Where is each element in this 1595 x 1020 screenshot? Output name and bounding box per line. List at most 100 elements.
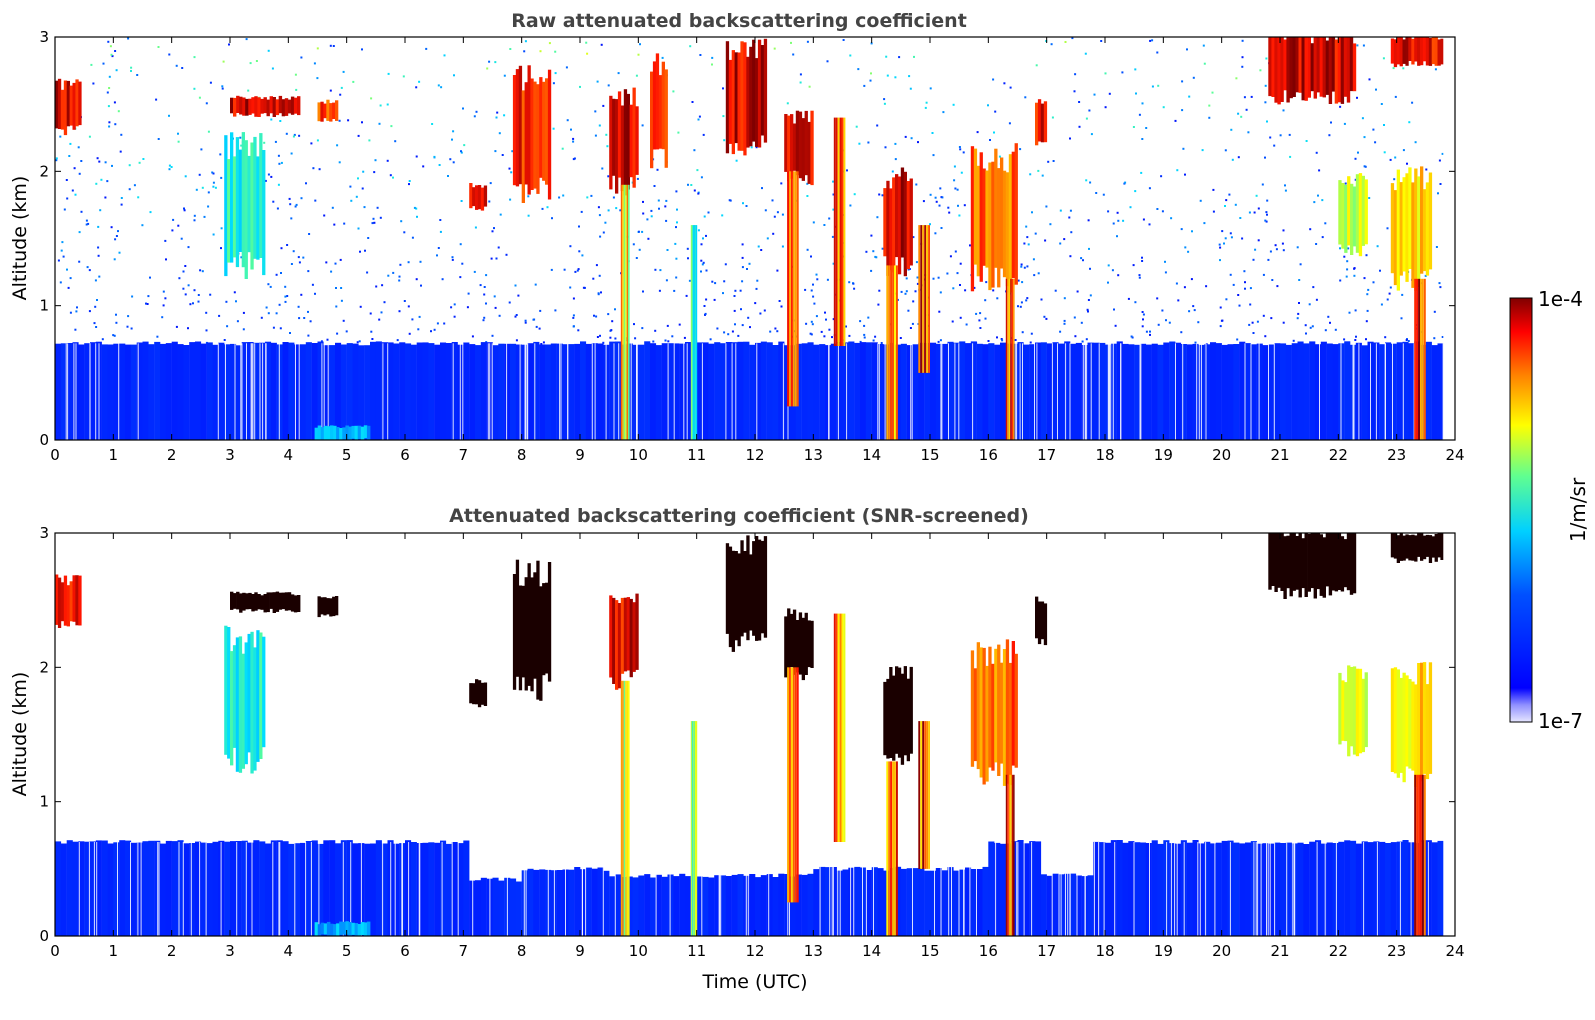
- fall-streak: [691, 721, 694, 936]
- boundary-layer-column: [212, 841, 219, 936]
- noise-pixel: [855, 125, 858, 128]
- gap-line: [1149, 842, 1150, 936]
- noise-pixel: [1355, 335, 1357, 338]
- noise-pixel: [1356, 96, 1358, 99]
- noise-pixel: [356, 341, 359, 344]
- noise-pixel: [1095, 192, 1098, 194]
- noise-pixel: [1074, 335, 1077, 338]
- noise-pixel: [483, 316, 486, 319]
- noise-pixel: [1205, 343, 1208, 346]
- noise-pixel: [870, 269, 873, 272]
- noise-pixel: [1376, 245, 1379, 248]
- noise-pixel: [766, 237, 769, 240]
- gap-line: [217, 343, 219, 440]
- noise-pixel: [650, 209, 653, 212]
- cloud-cell: [1420, 662, 1424, 782]
- gap-line: [1205, 842, 1207, 936]
- cloud-cell: [1402, 535, 1406, 561]
- noise-pixel: [957, 204, 959, 207]
- noise-pixel: [1059, 330, 1062, 333]
- noise-pixel: [599, 334, 601, 337]
- boundary-layer-column: [743, 341, 750, 440]
- noise-pixel: [1116, 235, 1118, 238]
- cloud-cell: [1396, 37, 1400, 65]
- boundary-layer-column: [661, 343, 668, 440]
- cloud-cell: [1340, 37, 1345, 104]
- noise-pixel: [1375, 88, 1377, 91]
- noise-pixel: [320, 340, 323, 343]
- gap-line: [782, 343, 784, 440]
- fall-streak: [692, 721, 695, 936]
- boundary-layer-column: [148, 840, 155, 936]
- fall-streak: [792, 667, 795, 903]
- noise-pixel: [959, 284, 961, 286]
- boundary-layer-column: [871, 342, 878, 440]
- fall-streak: [837, 117, 840, 346]
- cloud-cell: [1341, 680, 1345, 741]
- noise-pixel: [1047, 160, 1050, 163]
- cloud-cell: [60, 582, 65, 622]
- noise-pixel: [274, 140, 277, 143]
- noise-pixel: [1111, 269, 1114, 272]
- noise-pixel: [449, 158, 452, 161]
- noise-pixel: [1219, 306, 1222, 309]
- noise-pixel: [569, 286, 572, 289]
- noise-pixel: [799, 73, 802, 76]
- noise-pixel: [1271, 279, 1274, 281]
- cloud-cell: [63, 80, 68, 136]
- noise-pixel: [508, 301, 511, 304]
- gap-line: [701, 842, 703, 936]
- boundary-layer-column: [224, 344, 231, 440]
- cloud-cell: [623, 89, 628, 196]
- noise-pixel: [1208, 104, 1211, 107]
- noise-pixel: [1073, 90, 1076, 93]
- boundary-layer-column: [142, 841, 149, 936]
- boundary-layer-column: [1315, 840, 1322, 936]
- boundary-layer-column: [1390, 343, 1397, 440]
- cloud-cell: [251, 594, 255, 612]
- noise-pixel: [316, 47, 319, 50]
- noise-pixel: [1257, 239, 1260, 242]
- noise-pixel: [201, 186, 204, 189]
- cloud-cell: [1408, 167, 1412, 269]
- noise-pixel: [948, 211, 951, 214]
- cloud-cell: [1319, 534, 1323, 596]
- noise-pixel: [601, 167, 604, 170]
- noise-pixel: [876, 216, 879, 219]
- boundary-layer-column: [1309, 841, 1316, 936]
- noise-pixel: [1236, 338, 1239, 341]
- cloud-cell: [515, 69, 520, 187]
- noise-pixel: [197, 300, 200, 303]
- noise-pixel: [370, 330, 373, 333]
- cloud-cell: [1402, 177, 1406, 272]
- noise-pixel: [1090, 133, 1093, 136]
- gap-line: [1082, 343, 1084, 440]
- noise-pixel: [1085, 179, 1088, 182]
- boundary-layer-column: [1385, 342, 1392, 440]
- cloud-cell: [1390, 668, 1395, 772]
- x-tick-label: 16: [979, 942, 998, 960]
- fall-streak: [1421, 774, 1424, 936]
- cloud-cell: [1347, 176, 1351, 246]
- cloud-cell: [1338, 672, 1342, 745]
- noise-pixel: [773, 47, 776, 50]
- noise-pixel: [956, 272, 959, 275]
- cloud-cell: [239, 593, 243, 613]
- noise-pixel: [1089, 294, 1092, 297]
- noise-pixel: [1140, 171, 1143, 174]
- noise-pixel: [546, 206, 549, 209]
- gap-line: [157, 842, 159, 936]
- noise-pixel: [773, 215, 776, 218]
- cloud-cell: [253, 136, 257, 259]
- noise-pixel: [907, 268, 910, 271]
- cloud-cell: [542, 81, 546, 181]
- boundary-layer-column: [871, 867, 878, 936]
- x-tick-label: 5: [342, 446, 352, 464]
- boundary-layer-column: [171, 841, 178, 936]
- gap-line: [254, 343, 256, 440]
- boundary-layer-column: [830, 343, 837, 440]
- x-tick-label: 24: [1445, 446, 1464, 464]
- boundary-layer-column: [230, 343, 237, 440]
- aerosol-patch: [339, 428, 343, 440]
- noise-pixel: [1161, 309, 1164, 312]
